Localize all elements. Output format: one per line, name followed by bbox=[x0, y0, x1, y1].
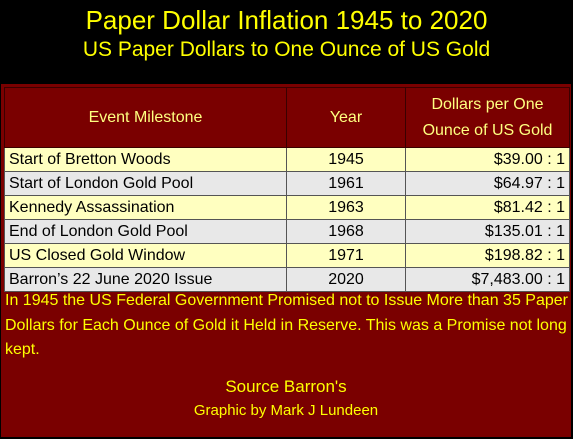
column-header-year: Year bbox=[287, 88, 406, 148]
cell-ratio: $7,483.00 : 1 bbox=[406, 268, 570, 292]
column-header-event: Event Milestone bbox=[5, 88, 287, 148]
column-header-ratio: Dollars per One Ounce of US Gold bbox=[406, 88, 570, 148]
table-row: Start of London Gold Pool 1961 $64.97 : 1 bbox=[5, 172, 570, 196]
cell-event: Start of London Gold Pool bbox=[5, 172, 287, 196]
data-table: Event Milestone Year Dollars per One Ounc… bbox=[4, 87, 570, 292]
cell-event: Kennedy Assassination bbox=[5, 196, 287, 220]
chart-title: Paper Dollar Inflation 1945 to 2020 bbox=[0, 4, 573, 36]
cell-event: US Closed Gold Window bbox=[5, 244, 287, 268]
cell-event: Barron’s 22 June 2020 Issue bbox=[5, 268, 287, 292]
table-row: Kennedy Assassination 1963 $81.42 : 1 bbox=[5, 196, 570, 220]
cell-year: 1968 bbox=[287, 220, 406, 244]
chart-subtitle: US Paper Dollars to One Ounce of US Gold bbox=[0, 36, 573, 64]
table-row: End of London Gold Pool 1968 $135.01 : 1 bbox=[5, 220, 570, 244]
cell-ratio: $39.00 : 1 bbox=[406, 148, 570, 172]
cell-event: Start of Bretton Woods bbox=[5, 148, 287, 172]
cell-ratio: $64.97 : 1 bbox=[406, 172, 570, 196]
cell-ratio: $135.01 : 1 bbox=[406, 220, 570, 244]
table-row: Start of Bretton Woods 1945 $39.00 : 1 bbox=[5, 148, 570, 172]
credit-label: Graphic by Mark J Lundeen bbox=[1, 401, 571, 421]
cell-event: End of London Gold Pool bbox=[5, 220, 287, 244]
header-row: Event Milestone Year Dollars per One Ounc… bbox=[5, 88, 570, 148]
cell-year: 1945 bbox=[287, 148, 406, 172]
cell-year: 2020 bbox=[287, 268, 406, 292]
table-row: Barron’s 22 June 2020 Issue 2020 $7,483.00… bbox=[5, 268, 570, 292]
source-label: Source Barron's bbox=[1, 376, 571, 398]
footnote: In 1945 the US Federal Government Promis… bbox=[5, 289, 569, 363]
cell-ratio: $81.42 : 1 bbox=[406, 196, 570, 220]
cell-year: 1963 bbox=[287, 196, 406, 220]
cell-year: 1971 bbox=[287, 244, 406, 268]
table-body: Start of Bretton Woods 1945 $39.00 : 1 Star… bbox=[5, 148, 570, 292]
table-panel: Event Milestone Year Dollars per One Ounc… bbox=[1, 84, 571, 437]
table-row: US Closed Gold Window 1971 $198.82 : 1 bbox=[5, 244, 570, 268]
cell-ratio: $198.82 : 1 bbox=[406, 244, 570, 268]
cell-year: 1961 bbox=[287, 172, 406, 196]
